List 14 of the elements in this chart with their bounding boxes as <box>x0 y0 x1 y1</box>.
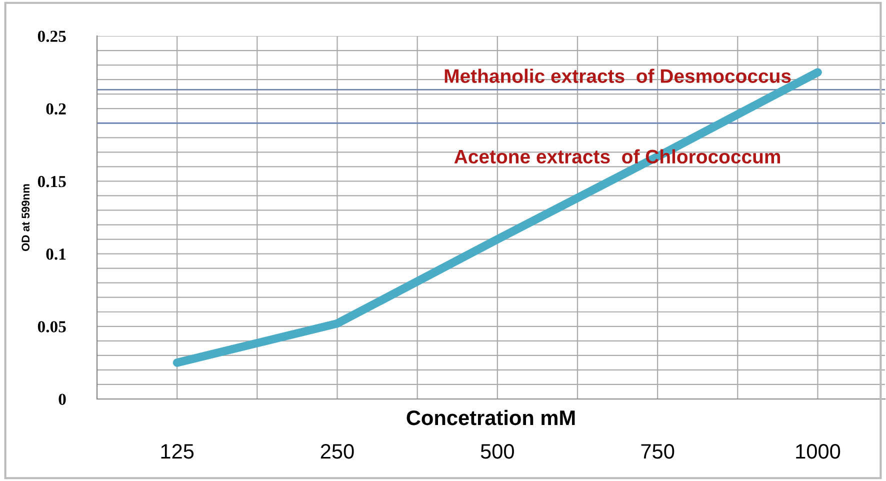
y-axis-title: OD at 599nm <box>22 184 30 252</box>
x-tick-label: 750 <box>641 444 674 459</box>
y-tick-label: 0.25 <box>38 30 66 42</box>
ref-line-label: Methanolic extracts of Desmococcus <box>444 68 791 83</box>
y-tick-label: 0.2 <box>46 103 66 115</box>
y-tick-label: 0.05 <box>38 321 66 332</box>
y-tick-label: 0.1 <box>46 248 66 260</box>
x-tick-label: 250 <box>320 444 354 459</box>
y-tick-label: 0.15 <box>38 176 66 188</box>
x-tick-label: 125 <box>161 444 194 459</box>
x-tick-label: 500 <box>480 444 514 459</box>
x-axis-title: Concetration mM <box>406 410 575 426</box>
y-tick-label: 0 <box>58 394 66 405</box>
x-tick-label: 1000 <box>796 444 840 459</box>
